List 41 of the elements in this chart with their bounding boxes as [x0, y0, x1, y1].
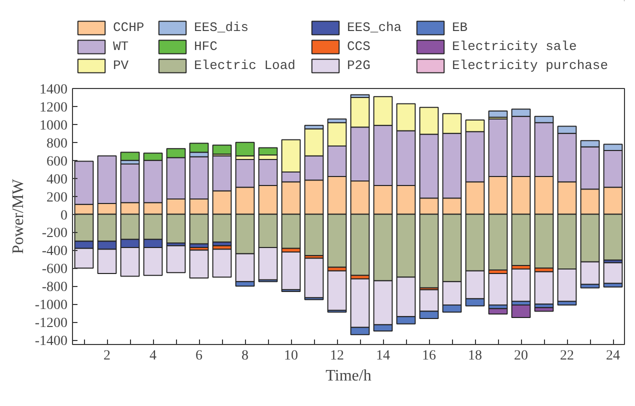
- x-tick-label: 16: [422, 348, 436, 364]
- x-tick-label: 2: [104, 348, 110, 364]
- y-tick-label: 600: [46, 154, 68, 170]
- x-tick-label: 4: [150, 348, 156, 364]
- y-tick-label: 1000: [40, 118, 68, 134]
- legend-label: EES_cha: [347, 19, 402, 36]
- y-tick-label: 800: [46, 136, 68, 152]
- legend-label: Electricity sale: [452, 38, 577, 55]
- legend-label: EB: [452, 19, 469, 36]
- legend-label: Electricity purchase: [452, 57, 608, 74]
- legend-label: CCHP: [113, 19, 144, 36]
- legend-label: Electric Load: [194, 57, 296, 74]
- y-tick-label: 400: [46, 172, 68, 188]
- x-tick-label: 20: [514, 348, 528, 364]
- y-tick-label: 0: [60, 208, 68, 224]
- legend-label: P2G: [347, 57, 370, 74]
- x-axis-title: Time/h: [326, 368, 372, 384]
- legend-label: CCS: [347, 38, 370, 55]
- x-tick-label: 24: [606, 348, 620, 364]
- x-tick-label: 6: [196, 348, 202, 364]
- x-tick-label: 22: [560, 348, 574, 364]
- y-tick-label: -200: [42, 226, 68, 242]
- x-tick-label: 8: [242, 348, 248, 364]
- y-tick-label: 1400: [40, 82, 68, 98]
- y-tick-label: -1400: [34, 334, 68, 350]
- y-tick-label: 1200: [40, 100, 68, 116]
- y-tick-label: -800: [42, 280, 68, 296]
- legend-label: EES_dis: [194, 19, 249, 36]
- x-tick-label: 10: [284, 348, 298, 364]
- x-tick-label: 18: [468, 348, 482, 364]
- legend-label: PV: [113, 57, 130, 74]
- legend-label: WT: [113, 38, 130, 55]
- x-tick-label: 14: [376, 348, 390, 364]
- y-tick-label: -600: [42, 262, 68, 278]
- x-tick-label: 12: [330, 348, 344, 364]
- y-tick-label: 200: [46, 190, 68, 206]
- y-axis-title: Power/MW: [10, 178, 27, 254]
- legend-label: HFC: [194, 38, 218, 55]
- y-tick-label: -400: [42, 244, 68, 260]
- y-tick-label: -1000: [34, 298, 68, 314]
- y-tick-label: -1200: [34, 316, 68, 332]
